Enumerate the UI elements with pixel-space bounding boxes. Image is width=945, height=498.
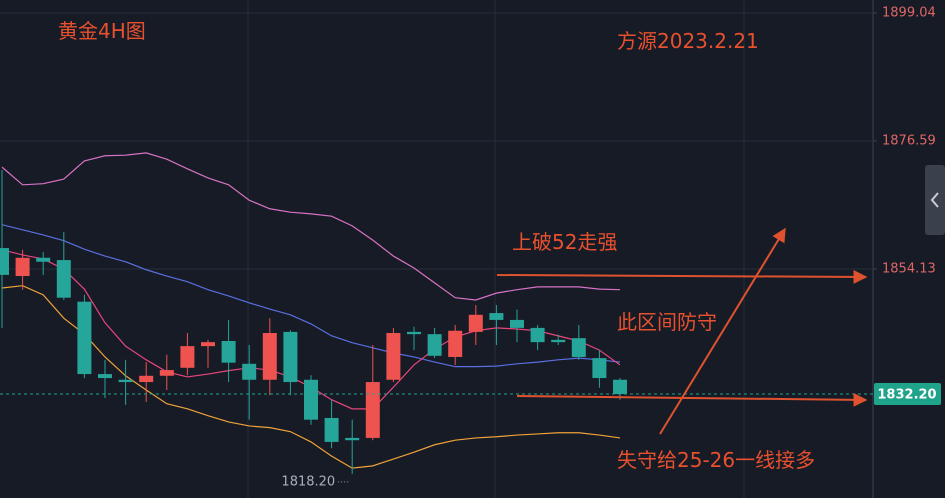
- annotation: 上破52走强: [512, 230, 617, 254]
- candle-body: [221, 341, 236, 363]
- indicator-line: [1, 285, 621, 469]
- candle-body: [159, 370, 174, 376]
- candle-body: [571, 338, 586, 357]
- candle-body: [510, 319, 524, 328]
- overlay: 1832.20 1818.20: [0, 383, 941, 489]
- candle-body: [407, 331, 421, 335]
- candle-body: [551, 339, 566, 343]
- annotation-arrow: [659, 227, 786, 435]
- candle-body: [283, 331, 298, 383]
- candle-body: [530, 327, 545, 343]
- low-label: 1818.20: [281, 474, 335, 489]
- indicator-line: [1, 224, 621, 368]
- axis-background: [873, 0, 945, 498]
- candle-body: [365, 382, 380, 438]
- candle-body: [448, 330, 463, 357]
- candle-body: [36, 257, 51, 262]
- candle-body: [592, 358, 607, 379]
- chart-title: 黄金4H图: [58, 19, 146, 43]
- candle-body: [324, 417, 339, 442]
- candle-body: [613, 379, 627, 395]
- candle-body: [98, 374, 112, 379]
- candle-body: [345, 437, 360, 441]
- current-price-tag: [874, 383, 941, 406]
- chart-subtitle: 方源2023.2.21: [617, 29, 759, 53]
- y-tick-label: 1899.04: [882, 5, 936, 20]
- current-price-label: 1832.20: [877, 388, 936, 403]
- annotation: 失守给25-26一线接多: [617, 448, 815, 472]
- annotation-arrow: [516, 392, 868, 407]
- plot-background: [0, 0, 873, 498]
- candle-body: [242, 363, 257, 380]
- candle-body: [468, 314, 483, 332]
- y-tick-label: 1854.13: [882, 262, 936, 277]
- candle-body: [386, 333, 401, 380]
- candle-body: [180, 346, 195, 368]
- grid: 1899.04 1876.59 1854.13: [0, 5, 936, 277]
- annotation-arrow: [496, 269, 868, 284]
- candle-body: [118, 379, 133, 383]
- candle-body: [427, 334, 442, 356]
- candle-body: [304, 379, 318, 420]
- side-tab[interactable]: [925, 165, 945, 235]
- candles: [0, 169, 627, 474]
- indicator-line: [1, 152, 621, 301]
- candle-body: [262, 333, 277, 380]
- annotation: 此区间防守: [617, 310, 717, 334]
- side-tab-icon: [930, 192, 939, 208]
- candle-body: [77, 301, 92, 375]
- candle-body: [489, 313, 504, 320]
- candle-body: [56, 260, 71, 298]
- candle-body: [0, 248, 9, 275]
- y-tick-label: 1876.59: [882, 133, 936, 148]
- candle-body: [15, 257, 30, 277]
- candle-body: [201, 342, 215, 347]
- candle-body: [139, 375, 154, 383]
